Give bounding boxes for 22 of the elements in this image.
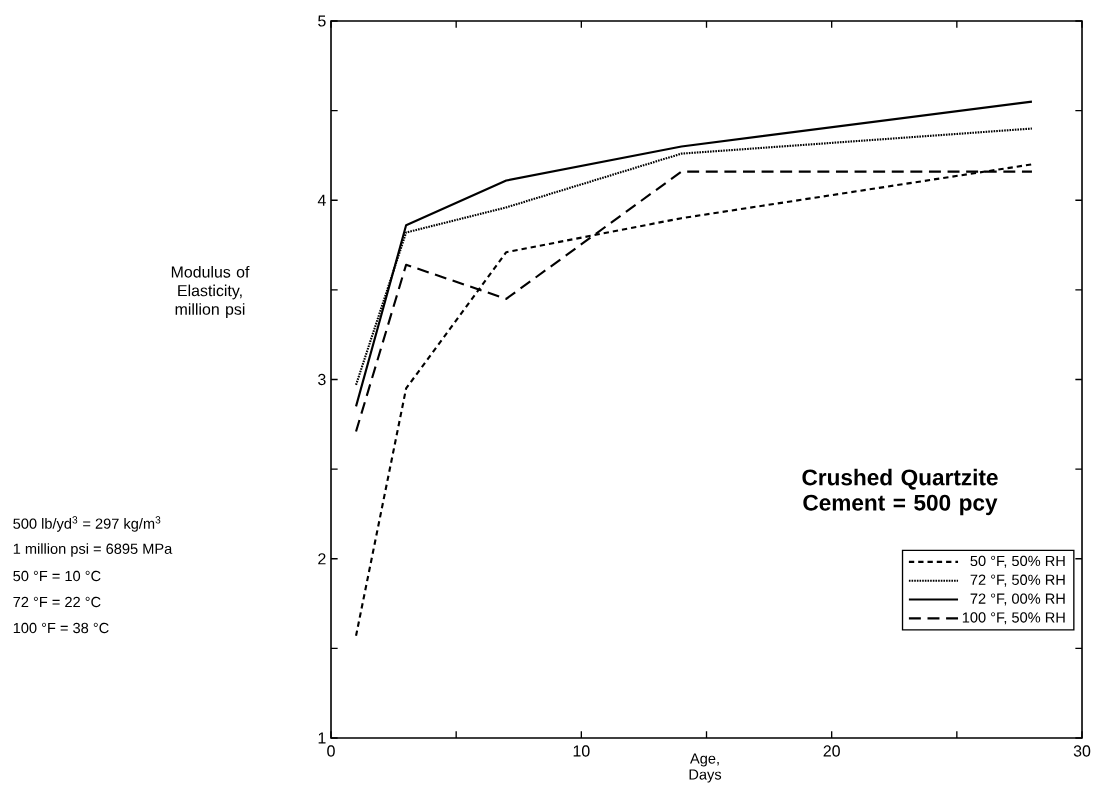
y-tick-label: 2 [318, 553, 326, 565]
legend-label: 50 °F, 50% RH [970, 555, 1065, 568]
y-tick-label: 5 [318, 15, 326, 27]
x-tick-label: 10 [573, 745, 590, 757]
y-axis-title: Modulus of Elasticity, million psi [171, 265, 250, 319]
x-tick-label: 0 [327, 745, 335, 757]
text: 72 °F = 22 °C [13, 596, 101, 608]
x-axis-title: Age, Days [689, 753, 722, 783]
x-tick-label: 30 [1073, 745, 1091, 757]
y-tick-label: 1 [318, 732, 326, 744]
text: 50 °F = 10 °C [13, 570, 101, 582]
text: 500 lb/yd$^{3}$ = 297 kg/m$^{3}$ [13, 516, 161, 532]
text: Crushed Quartzite Cement = 500 pcy [802, 468, 998, 516]
x-tick-label: 20 [823, 745, 840, 757]
legend-label: 72 °F, 50% RH [970, 574, 1065, 587]
y-tick-label: 3 [318, 373, 326, 386]
legend-label: 100 °F, 50% RH [962, 612, 1065, 625]
y-tick-label: 4 [317, 194, 326, 206]
text: 1 million psi = 6895 MPa [13, 543, 173, 557]
line-series [354, 100, 1034, 408]
text: 100 °F = 38 °C [13, 622, 109, 634]
legend-label: 72 °F, 00% RH [970, 593, 1065, 606]
